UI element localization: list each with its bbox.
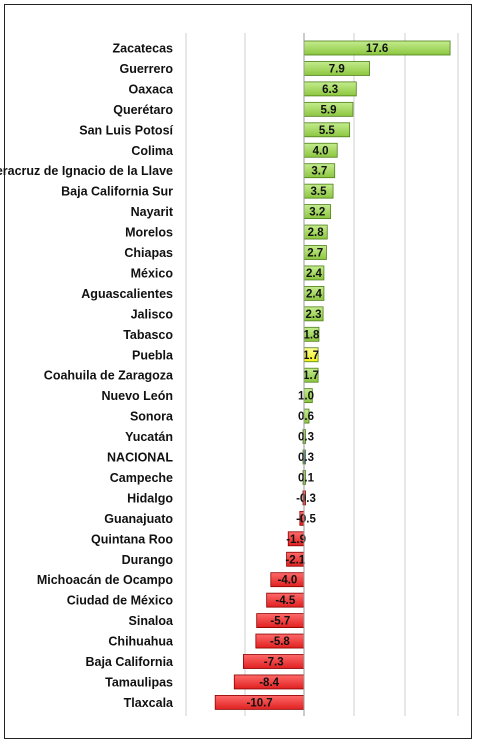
value-label: -5.8 bbox=[270, 636, 290, 648]
category-label: Chihuahua bbox=[108, 635, 174, 649]
value-label: 0.3 bbox=[298, 452, 314, 464]
category-label: Michoacán de Ocampo bbox=[37, 573, 174, 587]
value-label: -0.3 bbox=[296, 493, 316, 505]
category-label: Ciudad de México bbox=[67, 594, 174, 608]
category-label: Guerrero bbox=[120, 62, 174, 76]
value-label: 1.7 bbox=[303, 370, 319, 382]
value-label: 7.9 bbox=[329, 63, 345, 75]
category-label: Hidalgo bbox=[127, 491, 173, 505]
value-label: 3.2 bbox=[309, 207, 325, 219]
value-label: -10.7 bbox=[246, 697, 272, 709]
value-label: 1.8 bbox=[303, 329, 320, 341]
value-label: -4.0 bbox=[277, 575, 297, 587]
category-label: Colima bbox=[131, 144, 174, 158]
value-label: 1.0 bbox=[298, 391, 314, 403]
category-label: Oaxaca bbox=[129, 82, 175, 96]
value-label: -0.5 bbox=[296, 513, 316, 525]
category-label: Guanajuato bbox=[104, 512, 173, 526]
category-label: Baja California Sur bbox=[61, 185, 173, 199]
value-label: 5.9 bbox=[320, 104, 336, 116]
category-label: Campeche bbox=[110, 471, 173, 485]
value-label: 3.5 bbox=[311, 186, 328, 198]
value-label: 0.1 bbox=[298, 472, 315, 484]
category-label: Baja California bbox=[85, 655, 174, 669]
value-label: -5.7 bbox=[270, 616, 290, 628]
category-label: Tlaxcala bbox=[124, 696, 174, 710]
value-label: 0.6 bbox=[298, 411, 314, 423]
value-label: 0.3 bbox=[298, 432, 314, 444]
category-label: México bbox=[131, 266, 174, 280]
category-label: Zacatecas bbox=[113, 42, 174, 56]
value-label: 2.4 bbox=[306, 288, 323, 300]
category-label: Nuevo León bbox=[101, 389, 173, 403]
value-label: 2.3 bbox=[306, 309, 322, 321]
category-label: Morelos bbox=[125, 226, 173, 240]
category-label: Chiapas bbox=[124, 246, 173, 260]
value-label: 2.7 bbox=[307, 248, 323, 260]
category-label: Aguascalientes bbox=[81, 287, 173, 301]
category-label: Puebla bbox=[132, 348, 174, 362]
value-label: -7.3 bbox=[264, 657, 284, 669]
category-label: Jalisco bbox=[131, 307, 174, 321]
category-label: Veracruz de Ignacio de la Llave bbox=[0, 164, 173, 178]
value-label: 2.8 bbox=[308, 227, 325, 239]
category-label: Nayarit bbox=[131, 205, 174, 219]
chart-frame bbox=[4, 4, 472, 739]
value-label: -4.5 bbox=[275, 595, 295, 607]
value-label: 17.6 bbox=[366, 43, 388, 55]
value-label: 5.5 bbox=[319, 125, 336, 137]
category-label: NACIONAL bbox=[107, 451, 173, 465]
category-label: Quintana Roo bbox=[91, 532, 173, 546]
value-label: 2.4 bbox=[306, 268, 323, 280]
category-label: Coahuila de Zaragoza bbox=[44, 369, 174, 383]
category-label: Durango bbox=[122, 553, 174, 567]
value-label: 6.3 bbox=[322, 84, 338, 96]
category-label: Tamaulipas bbox=[105, 675, 173, 689]
category-label: San Luis Potosí bbox=[79, 123, 173, 137]
value-label: -8.4 bbox=[259, 677, 279, 689]
value-label: 1.7 bbox=[303, 350, 319, 362]
value-label: 4.0 bbox=[313, 145, 329, 157]
category-label: Sinaloa bbox=[129, 614, 175, 628]
value-label: -2.1 bbox=[285, 554, 305, 566]
category-label: Querétaro bbox=[113, 103, 173, 117]
category-label: Tabasco bbox=[123, 328, 173, 342]
value-label: 3.7 bbox=[311, 166, 327, 178]
value-label: -1.9 bbox=[286, 534, 306, 546]
category-label: Sonora bbox=[130, 410, 174, 424]
category-label: Yucatán bbox=[125, 430, 173, 444]
